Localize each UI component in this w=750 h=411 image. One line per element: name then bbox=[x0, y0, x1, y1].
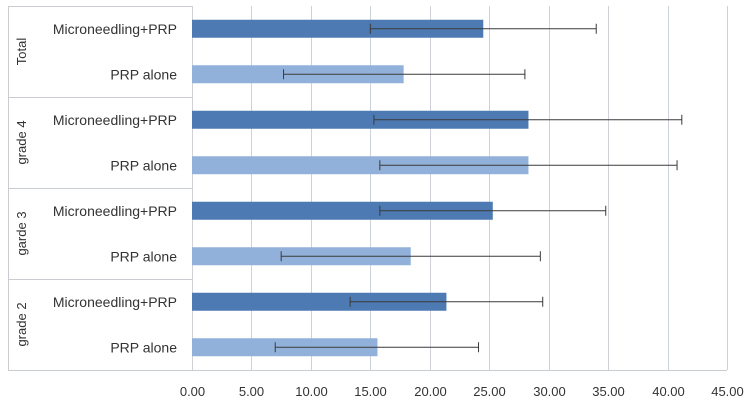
group-label-3: grade 2 bbox=[14, 302, 29, 346]
bar-label-3-0: Microneedling+PRP bbox=[53, 294, 177, 310]
x-tick-label-5: 25.00 bbox=[473, 384, 506, 399]
x-tick-label-9: 45.00 bbox=[711, 384, 744, 399]
bar-label-1-1: PRP alone bbox=[110, 157, 177, 173]
group-label-2: garde 3 bbox=[14, 211, 29, 255]
group-label-1: grade 4 bbox=[14, 120, 29, 164]
bar-label-3-1: PRP alone bbox=[110, 339, 177, 355]
bar-label-0-0: Microneedling+PRP bbox=[53, 21, 177, 37]
bar-3-0 bbox=[192, 292, 447, 311]
bar-label-2-1: PRP alone bbox=[110, 248, 177, 264]
bar-2-0 bbox=[192, 201, 493, 220]
x-tick-label-7: 35.00 bbox=[592, 384, 625, 399]
x-tick-label-4: 20.00 bbox=[414, 384, 447, 399]
bar-label-1-0: Microneedling+PRP bbox=[53, 112, 177, 128]
bar-1-0 bbox=[192, 110, 529, 129]
bar-0-0 bbox=[192, 19, 484, 38]
x-tick-label-2: 10.00 bbox=[295, 384, 328, 399]
bar-label-2-0: Microneedling+PRP bbox=[53, 203, 177, 219]
bar-1-1 bbox=[192, 156, 529, 175]
x-tick-label-6: 30.00 bbox=[533, 384, 566, 399]
x-tick-label-8: 40.00 bbox=[652, 384, 685, 399]
x-tick-label-1: 5.00 bbox=[239, 384, 264, 399]
x-tick-label-0: 0.00 bbox=[180, 384, 205, 399]
bar-label-0-1: PRP alone bbox=[110, 66, 177, 82]
x-tick-label-3: 15.00 bbox=[354, 384, 387, 399]
group-label-0: Total bbox=[14, 38, 29, 66]
